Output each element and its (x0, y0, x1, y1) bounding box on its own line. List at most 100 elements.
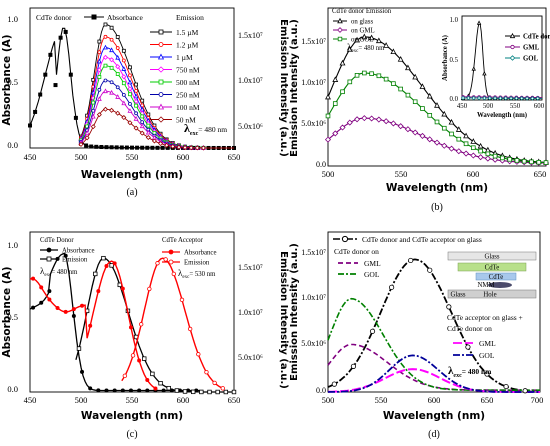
panel-b-marker-1 (368, 115, 375, 122)
panel-c-marker-3 (220, 386, 225, 391)
panel-a-emission-marker-7 (145, 134, 151, 141)
panel-b-marker-1 (412, 129, 419, 136)
panel-c-legend-marker-1 (46, 256, 52, 262)
panel-a-absorbance-marker (155, 145, 160, 150)
panel-b-marker-0 (383, 42, 390, 48)
panel-a-emission-marker-0 (128, 65, 132, 70)
panel-b-marker-0 (346, 45, 353, 52)
panel-c-marker-3 (212, 380, 217, 386)
panel-d-marker-0 (388, 284, 395, 290)
panel-a-emission-marker-6 (90, 113, 96, 119)
panel-b-label: (b) (431, 202, 443, 213)
panel-b-marker-2 (492, 153, 498, 159)
panel-a-emission-marker-7 (133, 125, 139, 131)
panel-c-marker-2 (63, 309, 68, 314)
panel-c-legend-marker-3 (168, 259, 174, 265)
panel-c-marker-2 (80, 303, 85, 308)
panel-c-marker-3 (147, 286, 152, 292)
panel-a-ytick-0: 0.0 (7, 140, 18, 150)
panel-a-emission-marker-6 (139, 123, 145, 129)
panel-d-xtick-3: 650 (481, 395, 494, 405)
panel-a-emission-marker-0 (109, 25, 114, 30)
panel-a-legend-marker-0 (158, 29, 164, 35)
panel-b-marker-2 (536, 159, 542, 165)
panel-c-xtick-3: 600 (177, 395, 190, 405)
panel-b-marker-1 (470, 152, 477, 159)
panel-b-inset-marker-2 (535, 96, 540, 101)
panel-c-legend-label-0: Absorbance (62, 248, 94, 255)
panel-d-xtick-2: 600 (428, 395, 441, 405)
panel-b-marker-2 (521, 158, 527, 164)
panel-c-marker-2 (96, 289, 101, 294)
panel-d-acceptor-caption-2: CdTe donor on (447, 324, 492, 333)
panel-a-absorbance-marker (104, 145, 109, 150)
panel-a-absorbance-marker (145, 145, 150, 150)
panel-d-plot-frame (327, 231, 541, 393)
panel-b-marker-1 (332, 130, 339, 137)
panel-c-label: (c) (126, 429, 137, 440)
panel-c-marker-1 (231, 389, 237, 395)
panel-a-absorbance-marker (129, 145, 134, 150)
panel-a-legend-marker-1 (158, 42, 164, 47)
panel-c-marker-0 (120, 388, 125, 393)
panel-b-inset-legend-label-0: CdTe donor (523, 34, 550, 41)
panel-a-emission-marker-6 (145, 129, 151, 135)
panel-d-legend-label-1: GML (364, 259, 381, 268)
panel-c-y2tick-2: 1.5x10⁷ (238, 263, 263, 272)
panel-c-marker-3 (179, 297, 185, 303)
panel-a-emission-marker-7 (139, 130, 145, 136)
panel-b-marker-1 (375, 116, 382, 123)
panel-a-emission-marker-4 (109, 65, 114, 70)
panel-a-xtick-4: 650 (228, 152, 241, 162)
panel-b-marker-1 (441, 142, 448, 149)
schematic-cdte2-label: CdTe (489, 274, 504, 281)
panel-d-acceptor-caption-1: CdTe acceptor on glass + (447, 313, 523, 322)
panel-a-xtick-1: 500 (75, 152, 88, 162)
panel-a-emission-marker-7 (115, 110, 121, 116)
panel-a-emission-marker-2 (133, 93, 139, 99)
panel-b-inset-marker-2 (460, 95, 466, 101)
panel-b-marker-0 (339, 59, 346, 66)
panel-c-marker-2 (120, 286, 125, 291)
panel-b-marker-1 (324, 136, 332, 143)
panel-b-marker-2 (543, 160, 549, 165)
panel-b-marker-0 (354, 36, 361, 43)
panel-b-inset-marker-2 (471, 95, 476, 101)
panel-d: 0.0 5.0x10⁶ 1.0x10⁷ 1.5x10⁷ 500 550 600 … (289, 231, 543, 440)
panel-c-marker-2 (112, 261, 117, 266)
panel-b-legend-marker-2 (337, 36, 343, 42)
panel-a-emission-marker-6 (121, 100, 127, 106)
panel-a-emission-marker-2 (121, 66, 127, 71)
panel-c-marker-3 (187, 326, 193, 332)
panel-d-ytick-0: 0.0 (316, 386, 326, 395)
panel-a-emission-marker-0 (121, 48, 126, 53)
panel-c-marker-2 (128, 325, 133, 330)
panel-b-marker-0 (332, 76, 339, 82)
panel-b-marker-0 (448, 118, 455, 125)
panel-b-marker-2 (514, 158, 520, 163)
panel-d-xlabel: Wavelength (nm) (383, 410, 485, 422)
panel-a-legend-marker-3 (157, 66, 165, 73)
panel-a-emission-marker-0 (97, 39, 102, 44)
panel-c-legend-label-2: Absorbance (184, 250, 216, 257)
panel-c-marker-1 (93, 271, 98, 277)
panel-d-marker-0 (446, 304, 452, 310)
panel-c: 0.0 0.5 1.0 5.0x10⁶ 1.0x10⁷ 1.5x10⁷ 450 … (1, 231, 289, 440)
panel-c-marker-0 (71, 314, 76, 319)
panel-b-inset-marker-2 (492, 95, 498, 101)
panel-b-marker-2 (340, 89, 345, 95)
panel-a-absorbance-marker (89, 144, 94, 149)
panel-b: 0.0 5.0x10⁶ 1.0x10⁷ 1.5x10⁷ 500 550 600 … (289, 7, 550, 213)
panel-b-marker-2 (391, 81, 396, 86)
panel-c-marker-1 (158, 381, 163, 386)
panel-b-marker-2 (434, 119, 440, 125)
panel-b-marker-0 (426, 92, 433, 99)
panel-a-emission-marker-1 (103, 34, 108, 39)
panel-c-marker-3 (155, 261, 160, 266)
panel-c-marker-1 (190, 389, 196, 395)
panel-b-marker-1 (463, 150, 470, 157)
panel-a-absorbance-marker (135, 145, 140, 150)
panel-d-marker-0 (369, 328, 376, 334)
panel-b-marker-0 (368, 34, 375, 41)
panel-d-ylabel: Emission Intensity (a.u.) (289, 243, 300, 381)
